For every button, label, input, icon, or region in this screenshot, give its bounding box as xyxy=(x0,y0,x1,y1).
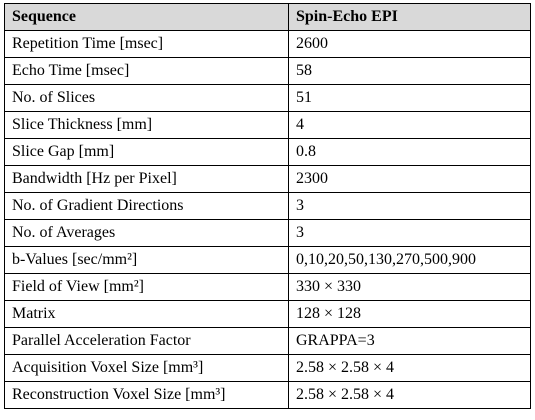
parameter-value: 0.8 xyxy=(288,138,531,166)
parameter-value: 128 × 128 xyxy=(288,300,531,328)
parameter-name: No. of Gradient Directions xyxy=(4,192,289,220)
parameter-name: Repetition Time [msec] xyxy=(4,30,289,58)
table-row: Parallel Acceleration Factor GRAPPA=3 xyxy=(4,327,531,355)
table-row: No. of Averages 3 xyxy=(4,219,531,247)
table-row: Repetition Time [msec] 2600 xyxy=(4,30,531,58)
parameter-name: No. of Slices xyxy=(4,84,289,112)
parameter-value: 2.58 × 2.58 × 4 xyxy=(288,381,531,409)
parameter-name: Bandwidth [Hz per Pixel] xyxy=(4,165,289,193)
header-cell: Sequence xyxy=(4,3,289,31)
table-row: Slice Gap [mm] 0.8 xyxy=(4,138,531,166)
parameter-name: Echo Time [msec] xyxy=(4,57,289,85)
parameter-name: Slice Thickness [mm] xyxy=(4,111,289,139)
parameter-value: 3 xyxy=(288,192,531,220)
parameter-value: 330 × 330 xyxy=(288,273,531,301)
table-row: No. of Slices 51 xyxy=(4,84,531,112)
parameter-value: GRAPPA=3 xyxy=(288,327,531,355)
table-row: Reconstruction Voxel Size [mm³] 2.58 × 2.… xyxy=(4,381,531,409)
table-row: b-Values [sec/mm²] 0,10,20,50,130,270,500… xyxy=(4,246,531,274)
header-cell: Spin-Echo EPI xyxy=(288,3,531,31)
table-row: No. of Gradient Directions 3 xyxy=(4,192,531,220)
parameter-value: 4 xyxy=(288,111,531,139)
parameter-value: 2300 xyxy=(288,165,531,193)
parameter-name: Slice Gap [mm] xyxy=(4,138,289,166)
parameter-name: Reconstruction Voxel Size [mm³] xyxy=(4,381,289,409)
parameter-value: 2600 xyxy=(288,30,531,58)
header-row: Sequence Spin-Echo EPI xyxy=(4,3,531,31)
parameter-name: Parallel Acceleration Factor xyxy=(4,327,289,355)
table-row: Acquisition Voxel Size [mm³] 2.58 × 2.58 … xyxy=(4,354,531,382)
parameter-name: No. of Averages xyxy=(4,219,289,247)
parameter-name: Matrix xyxy=(4,300,289,328)
table-row: Echo Time [msec] 58 xyxy=(4,57,531,85)
parameter-value: 3 xyxy=(288,219,531,247)
parameter-name: Acquisition Voxel Size [mm³] xyxy=(4,354,289,382)
parameter-name: b-Values [sec/mm²] xyxy=(4,246,289,274)
parameter-value: 2.58 × 2.58 × 4 xyxy=(288,354,531,382)
parameter-table: Sequence Spin-Echo EPI Repetition Time [m… xyxy=(4,3,531,409)
parameter-value: 58 xyxy=(288,57,531,85)
parameter-name: Field of View [mm²] xyxy=(4,273,289,301)
table-row: Slice Thickness [mm] 4 xyxy=(4,111,531,139)
table-row: Matrix 128 × 128 xyxy=(4,300,531,328)
table-row: Field of View [mm²] 330 × 330 xyxy=(4,273,531,301)
table-row: Bandwidth [Hz per Pixel] 2300 xyxy=(4,165,531,193)
parameter-value: 51 xyxy=(288,84,531,112)
parameter-value: 0,10,20,50,130,270,500,900 xyxy=(288,246,531,274)
